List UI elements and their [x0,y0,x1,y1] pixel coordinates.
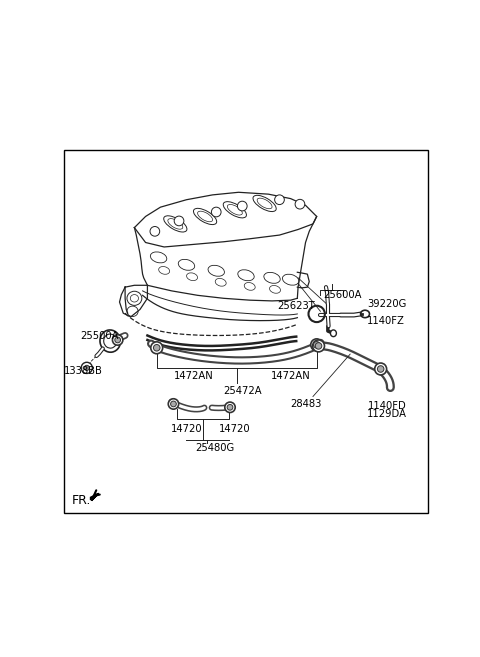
Circle shape [225,402,235,413]
Circle shape [295,199,305,209]
Text: 1140FZ: 1140FZ [367,315,405,326]
Circle shape [227,405,233,410]
Circle shape [81,362,92,373]
Ellipse shape [360,310,370,317]
Text: 1129DA: 1129DA [367,409,408,419]
Ellipse shape [330,330,336,336]
Circle shape [377,366,384,373]
Ellipse shape [100,330,120,352]
Text: 1140FD: 1140FD [368,401,407,411]
Circle shape [115,337,120,343]
Text: 39220G: 39220G [368,299,407,309]
Circle shape [84,365,89,371]
Circle shape [168,399,179,409]
Text: 25500A: 25500A [80,330,118,340]
Circle shape [112,335,123,345]
Text: 25472A: 25472A [223,386,262,396]
Text: 25600A: 25600A [324,290,362,300]
Circle shape [151,342,163,353]
Circle shape [150,227,160,236]
Text: 1338BB: 1338BB [64,366,103,376]
Circle shape [315,343,322,349]
Text: 25623T: 25623T [277,301,315,311]
Circle shape [170,401,176,407]
Circle shape [154,344,160,351]
Circle shape [313,342,320,348]
Text: 25480G: 25480G [195,443,234,453]
Text: 28483: 28483 [290,399,321,409]
Circle shape [375,363,386,375]
Polygon shape [92,493,99,501]
Circle shape [211,207,221,217]
Text: 1472AN: 1472AN [271,371,311,382]
Text: 14720: 14720 [171,424,202,434]
Circle shape [238,201,247,211]
Polygon shape [91,494,97,500]
Circle shape [311,339,323,351]
Circle shape [174,216,184,226]
Circle shape [312,340,324,352]
Text: 1472AN: 1472AN [174,371,214,382]
Text: 14720: 14720 [219,424,251,434]
Text: FR.: FR. [72,494,91,507]
Circle shape [275,195,284,204]
